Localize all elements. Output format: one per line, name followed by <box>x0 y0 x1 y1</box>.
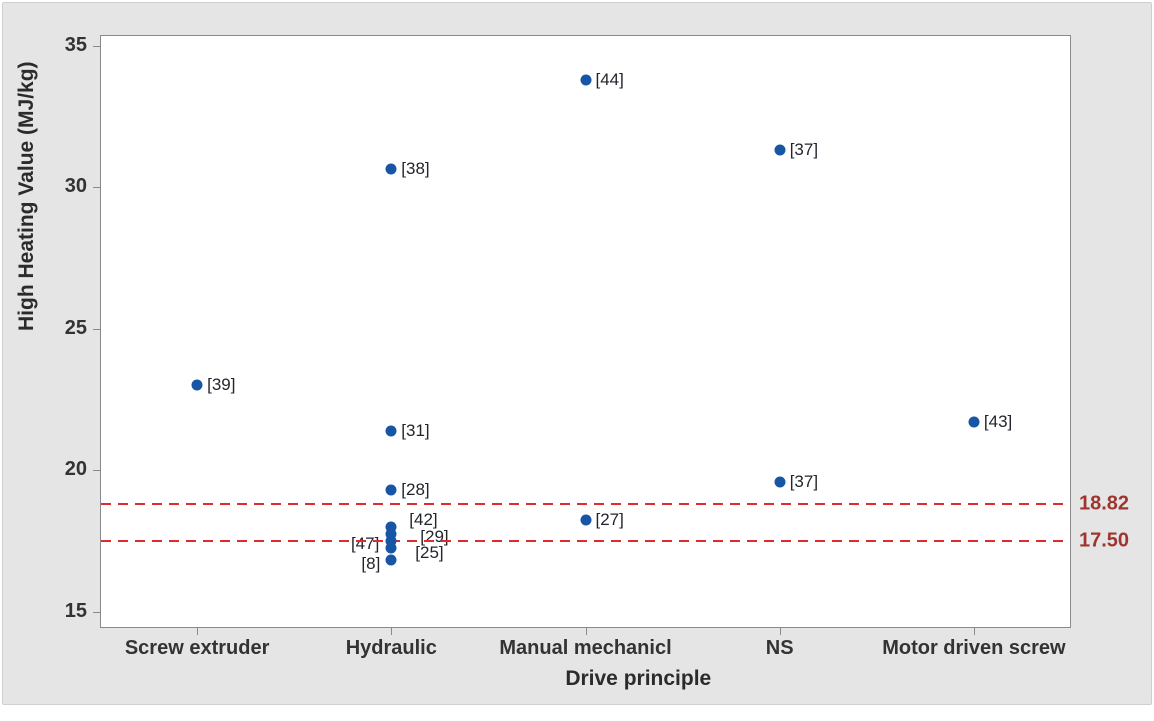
data-point-marker <box>774 476 786 488</box>
point-label: [42] <box>409 509 438 529</box>
x-tick-mark <box>973 628 975 635</box>
point-label: [28] <box>401 480 430 500</box>
data-point-marker <box>580 514 591 526</box>
point-label: [39] <box>207 375 236 395</box>
figure-background: High Heating Value (MJ/kg) Drive princip… <box>2 2 1152 705</box>
point-label: [38] <box>401 158 430 178</box>
y-tick-mark <box>93 45 100 47</box>
data-point-marker <box>580 74 591 86</box>
reference-line-label: 17.50 <box>1079 529 1130 552</box>
reference-line <box>101 540 1070 543</box>
y-tick-label: 25 <box>64 316 87 339</box>
point-label: [37] <box>789 140 819 160</box>
reference-line <box>101 502 1070 505</box>
y-tick-mark <box>93 328 100 330</box>
y-tick-mark <box>93 187 100 189</box>
point-label: [44] <box>595 69 624 89</box>
data-point-marker <box>385 542 397 554</box>
data-point-marker <box>968 416 980 428</box>
data-point-marker <box>385 163 397 175</box>
point-label: [25] <box>415 543 444 563</box>
x-tick-label: Hydraulic <box>345 637 437 659</box>
point-label: [31] <box>401 420 430 440</box>
data-point-marker <box>191 379 203 391</box>
point-label: [47] <box>350 534 380 554</box>
y-tick-label: 20 <box>64 458 87 481</box>
point-label: [37] <box>789 471 819 491</box>
x-tick-label: NS <box>765 637 794 659</box>
y-tick-label: 30 <box>64 175 87 198</box>
point-label: [8] <box>361 553 381 573</box>
data-point-marker <box>385 528 397 540</box>
data-point-marker <box>385 484 397 496</box>
x-tick-label: Motor driven screw <box>882 637 1066 659</box>
data-point-marker <box>385 521 397 533</box>
y-axis-title: High Heating Value (MJ/kg) <box>15 61 38 331</box>
y-tick-label: 15 <box>64 599 87 622</box>
data-point-marker <box>774 144 786 156</box>
x-axis-title: Drive principle <box>565 667 712 690</box>
x-tick-label: Manual mechanicl <box>499 637 672 659</box>
y-tick-label: 35 <box>64 33 87 56</box>
point-label: [43] <box>983 412 1013 432</box>
x-tick-mark <box>197 628 199 635</box>
plot-area <box>100 35 1071 628</box>
y-tick-mark <box>93 470 100 472</box>
data-point-marker <box>385 425 397 437</box>
x-tick-mark <box>779 628 781 635</box>
point-label: [27] <box>595 509 624 529</box>
reference-line-label: 18.82 <box>1079 492 1130 515</box>
x-tick-mark <box>585 628 587 635</box>
data-point-marker <box>385 554 397 565</box>
x-tick-mark <box>391 628 393 635</box>
data-point-marker <box>385 535 397 547</box>
y-tick-mark <box>93 611 100 613</box>
x-tick-label: Screw extruder <box>124 637 270 659</box>
